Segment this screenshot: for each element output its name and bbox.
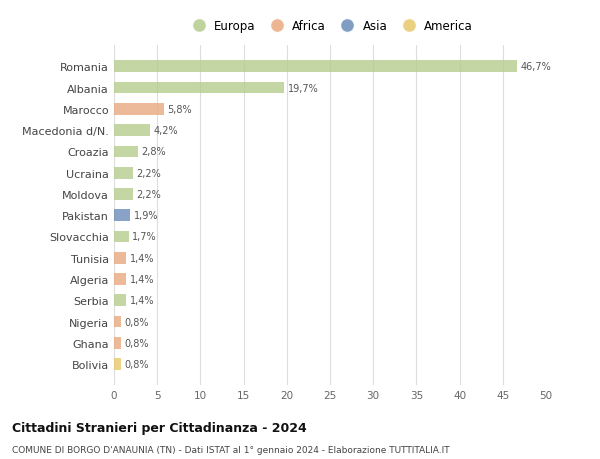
Text: 1,4%: 1,4% xyxy=(130,274,154,285)
Text: 1,4%: 1,4% xyxy=(130,296,154,306)
Text: 4,2%: 4,2% xyxy=(154,126,178,136)
Bar xyxy=(114,295,126,307)
Legend: Europa, Africa, Asia, America: Europa, Africa, Asia, America xyxy=(185,18,475,35)
Text: 1,7%: 1,7% xyxy=(132,232,157,242)
Text: 19,7%: 19,7% xyxy=(287,84,319,93)
Text: 1,9%: 1,9% xyxy=(134,211,158,221)
Bar xyxy=(114,189,133,200)
Bar xyxy=(114,210,130,222)
Bar xyxy=(114,231,128,243)
Text: 0,8%: 0,8% xyxy=(124,359,149,369)
Bar xyxy=(114,83,284,94)
Text: 2,8%: 2,8% xyxy=(142,147,166,157)
Text: 1,4%: 1,4% xyxy=(130,253,154,263)
Text: 2,2%: 2,2% xyxy=(136,168,161,178)
Bar xyxy=(114,146,138,158)
Bar xyxy=(114,168,133,179)
Text: 46,7%: 46,7% xyxy=(521,62,551,72)
Text: COMUNE DI BORGO D'ANAUNIA (TN) - Dati ISTAT al 1° gennaio 2024 - Elaborazione TU: COMUNE DI BORGO D'ANAUNIA (TN) - Dati IS… xyxy=(12,445,449,454)
Bar xyxy=(114,62,517,73)
Text: 5,8%: 5,8% xyxy=(167,105,192,115)
Bar xyxy=(114,337,121,349)
Text: Cittadini Stranieri per Cittadinanza - 2024: Cittadini Stranieri per Cittadinanza - 2… xyxy=(12,421,307,434)
Bar xyxy=(114,358,121,370)
Bar xyxy=(114,125,150,137)
Text: 2,2%: 2,2% xyxy=(136,190,161,200)
Text: 0,8%: 0,8% xyxy=(124,317,149,327)
Bar xyxy=(114,316,121,328)
Bar xyxy=(114,104,164,116)
Bar xyxy=(114,274,126,285)
Bar xyxy=(114,252,126,264)
Text: 0,8%: 0,8% xyxy=(124,338,149,348)
